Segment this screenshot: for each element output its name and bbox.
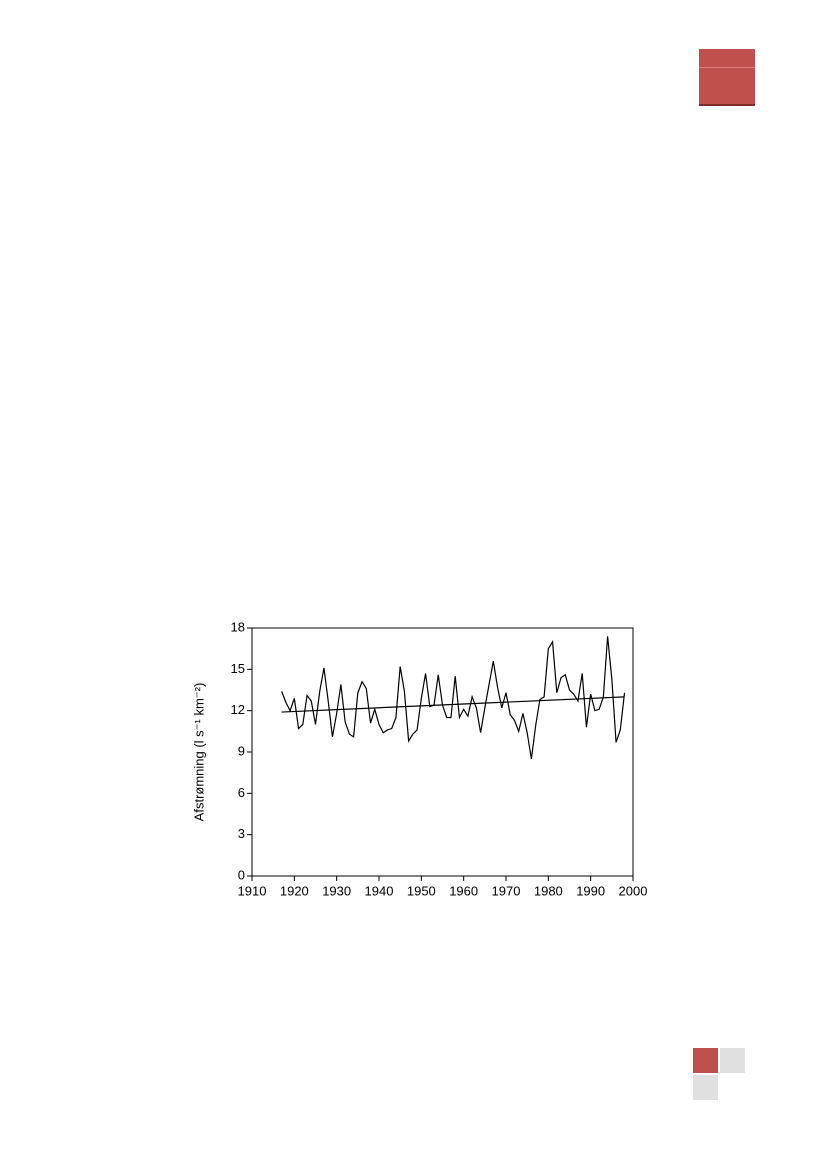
plot-frame bbox=[251, 627, 634, 877]
y-tick-label: 3 bbox=[238, 826, 245, 841]
y-tick-label: 15 bbox=[231, 661, 245, 676]
corner-block bbox=[699, 49, 755, 106]
x-tick-label: 2000 bbox=[619, 883, 648, 898]
y-tick-label: 6 bbox=[238, 785, 245, 800]
y-tick-label: 9 bbox=[238, 743, 245, 758]
x-tick-label: 1980 bbox=[534, 883, 563, 898]
footer-square bbox=[693, 1048, 718, 1073]
x-tick-label: 1930 bbox=[322, 883, 351, 898]
y-tick-label: 18 bbox=[231, 619, 245, 634]
data-line bbox=[281, 636, 626, 759]
x-tick-label: 1910 bbox=[238, 883, 267, 898]
corner-line bbox=[699, 67, 755, 68]
x-tick-label: 1920 bbox=[280, 883, 309, 898]
x-tick-label: 1960 bbox=[449, 883, 478, 898]
x-tick-label: 1990 bbox=[576, 883, 605, 898]
y-tick-label: 12 bbox=[231, 702, 245, 717]
footer-square bbox=[720, 1048, 745, 1073]
data-line bbox=[281, 696, 625, 713]
y-tick-label: 0 bbox=[238, 867, 245, 882]
y-axis-label: Afstrømning (l s⁻¹ km⁻²) bbox=[191, 683, 206, 822]
x-tick-label: 1970 bbox=[492, 883, 521, 898]
footer-square bbox=[693, 1075, 718, 1100]
x-tick-label: 1940 bbox=[365, 883, 394, 898]
x-tick-label: 1950 bbox=[407, 883, 436, 898]
